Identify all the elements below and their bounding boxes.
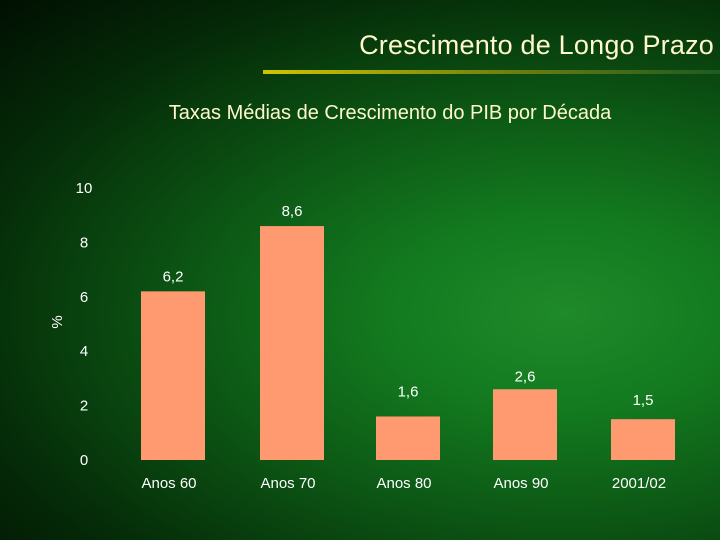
data-label: 6,2 xyxy=(163,268,184,285)
y-tick-label: 10 xyxy=(76,180,93,197)
data-label: 1,5 xyxy=(633,392,654,409)
x-tick-label: 2001/02 xyxy=(612,475,666,492)
y-tick-label: 4 xyxy=(80,343,88,360)
bar xyxy=(611,419,675,460)
data-label: 8,6 xyxy=(282,203,303,220)
y-tick-label: 2 xyxy=(80,398,88,415)
x-tick-label: Anos 60 xyxy=(141,475,196,492)
y-tick-label: 0 xyxy=(80,452,88,469)
x-tick-label: Anos 90 xyxy=(493,475,548,492)
x-tick-label: Anos 80 xyxy=(376,475,431,492)
bar xyxy=(260,226,324,460)
data-label: 1,6 xyxy=(398,383,419,400)
x-tick-label: Anos 70 xyxy=(260,475,315,492)
bar xyxy=(376,416,440,460)
y-tick-label: 6 xyxy=(80,289,88,306)
data-label: 2,6 xyxy=(515,368,536,385)
slide-title: Crescimento de Longo Prazo xyxy=(359,30,714,60)
bar xyxy=(493,389,557,460)
chart-title: Taxas Médias de Crescimento do PIB por D… xyxy=(168,102,612,124)
y-axis-label: % xyxy=(49,315,66,328)
title-underline xyxy=(263,70,720,74)
y-tick-label: 8 xyxy=(80,234,88,251)
bar xyxy=(141,291,205,460)
